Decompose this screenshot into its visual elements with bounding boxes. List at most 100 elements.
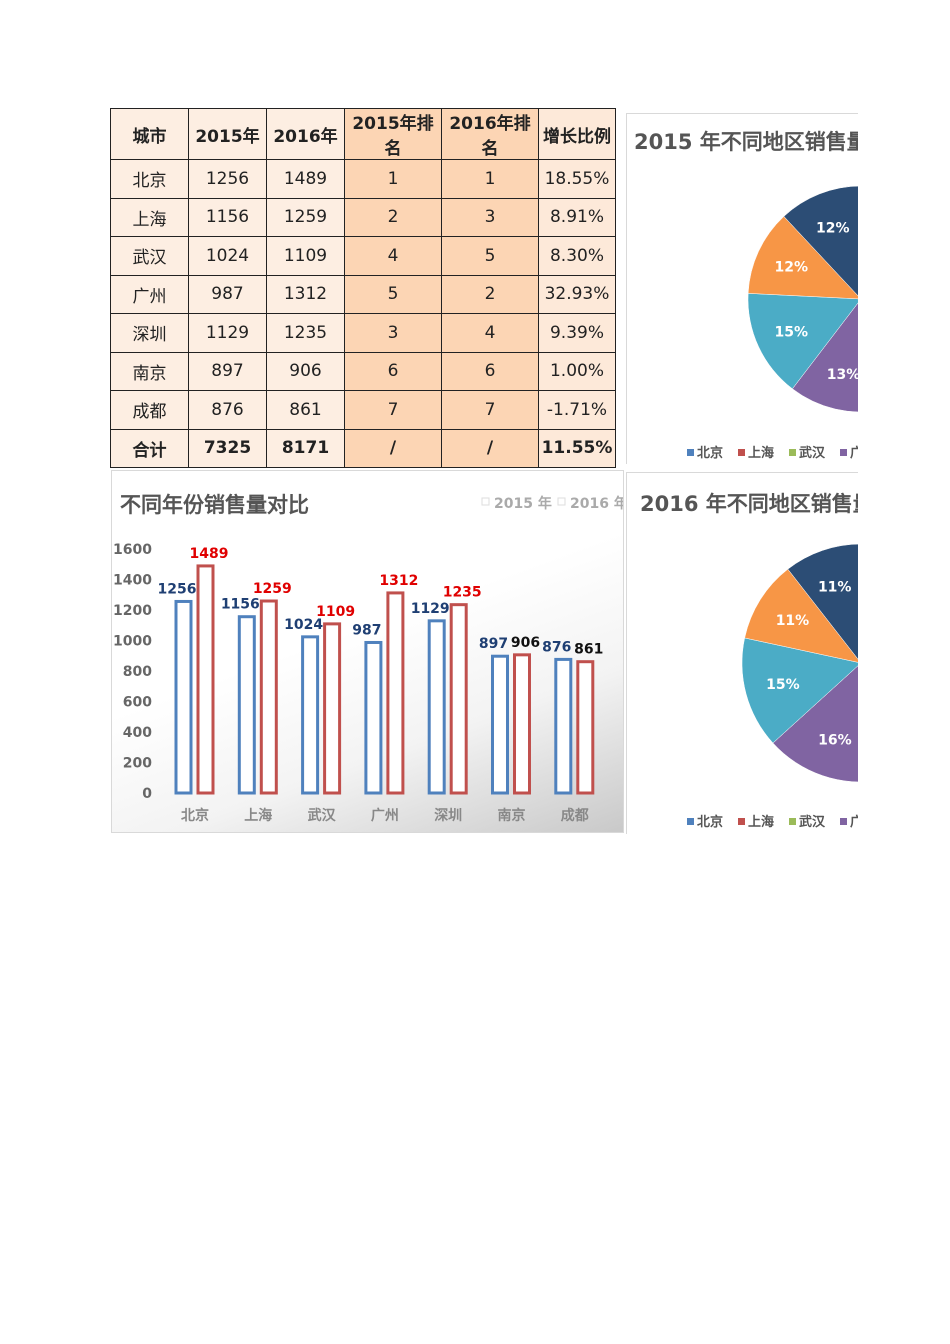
data-label: 861 bbox=[574, 642, 603, 658]
table-cell: 18.55% bbox=[538, 159, 616, 199]
table-cell: 861 bbox=[266, 390, 345, 430]
legend-label: 武汉 bbox=[799, 445, 826, 461]
bar bbox=[259, 599, 278, 795]
pie-slice bbox=[747, 216, 858, 300]
bar bbox=[513, 653, 531, 795]
table-cell: 9.39% bbox=[538, 313, 616, 353]
table-row: 广州 987 1312 5 2 32.93% bbox=[110, 274, 616, 314]
table-cell: 7325 bbox=[188, 428, 267, 468]
table-cell: 32.93% bbox=[538, 274, 616, 314]
table-cell: 广州 bbox=[110, 274, 189, 314]
table-cell: 8171 bbox=[266, 428, 345, 468]
table-cell: 1024 bbox=[188, 236, 267, 276]
table-cell: 2 bbox=[344, 197, 442, 237]
pie-slice bbox=[744, 568, 858, 663]
legend-label: 广 bbox=[850, 814, 858, 830]
bar bbox=[237, 615, 256, 795]
table-cell: 1 bbox=[441, 159, 539, 199]
table-cell: 11.55% bbox=[538, 428, 616, 468]
bar bbox=[491, 654, 509, 795]
sales-table: 城市 2015年 2016年 2015年排名 2016年排名 增长比例 北京 1256 1489… bbox=[110, 108, 616, 468]
legend-swatch bbox=[840, 449, 847, 456]
table-cell: 7 bbox=[441, 390, 539, 430]
bar bbox=[427, 619, 446, 795]
table-row: 武汉 1024 1109 4 5 8.30% bbox=[110, 236, 616, 276]
table-cell: 深圳 bbox=[110, 313, 189, 353]
table-cell: 南京 bbox=[110, 351, 189, 391]
bar bbox=[364, 640, 383, 795]
x-tick-label: 深圳 bbox=[434, 807, 462, 824]
table-cell: 2015年排名 bbox=[344, 108, 442, 160]
pie-2015-card: 2015 年不同地区销售量 17%16%14%13%15%12%12%北京上海武… bbox=[626, 113, 858, 464]
bar bbox=[196, 564, 215, 795]
bar bbox=[576, 660, 595, 795]
table-cell: 2 bbox=[441, 274, 539, 314]
table-cell: 3 bbox=[344, 313, 442, 353]
bar bbox=[449, 603, 468, 795]
data-label: 897 bbox=[479, 636, 508, 652]
table-cell: 2015年 bbox=[188, 108, 267, 160]
table-cell: 1.00% bbox=[538, 351, 616, 391]
table-total-row: 合计 7325 8171//11.55% bbox=[110, 428, 616, 468]
bar bbox=[174, 599, 193, 795]
slice-label: 11% bbox=[776, 613, 810, 629]
table-cell: 897 bbox=[188, 351, 267, 391]
table-cell: 成都 bbox=[110, 390, 189, 430]
pie-slice bbox=[787, 543, 858, 660]
legend-label: 北京 bbox=[697, 814, 723, 830]
table-cell: 增长比例 bbox=[538, 108, 616, 160]
table-cell: -1.71% bbox=[538, 390, 616, 430]
table-cell: 1235 bbox=[266, 313, 345, 353]
slice-label: 12% bbox=[816, 221, 850, 237]
table-cell: 3 bbox=[441, 197, 539, 237]
table-cell: 876 bbox=[188, 390, 267, 430]
pie-2015-title: 2015 年不同地区销售量 bbox=[634, 130, 858, 154]
table-cell: 1259 bbox=[266, 197, 345, 237]
bar bbox=[323, 622, 342, 795]
table-row: 北京 1256 1489 1 1 18.55% bbox=[110, 159, 616, 199]
table-row: 上海 1156 1259 2 3 8.91% bbox=[110, 197, 616, 237]
table-cell: 8.30% bbox=[538, 236, 616, 276]
table-cell: 城市 bbox=[110, 108, 189, 160]
legend-label: 上海 bbox=[748, 445, 774, 461]
x-tick-label: 北京 bbox=[181, 807, 209, 824]
table-cell: 2016年 bbox=[266, 108, 345, 160]
legend-swatch bbox=[840, 818, 847, 825]
table-header-row: 城市 2015年 2016年 2015年排名 2016年排名 增长比例 bbox=[110, 108, 616, 160]
legend-label: 武汉 bbox=[799, 814, 826, 830]
table-row: 南京 897 906 6 6 1.00% bbox=[110, 351, 616, 391]
slice-label: 15% bbox=[775, 324, 809, 340]
table-cell: 1312 bbox=[266, 274, 345, 314]
pie-2016-title: 2016 年不同地区销售量 bbox=[640, 492, 858, 516]
data-label: 1489 bbox=[190, 546, 229, 562]
legend-swatch bbox=[738, 818, 745, 825]
pie-2016-clip: 2016 年不同地区销售量 18%15%14%16%15%11%11%北京上海武… bbox=[626, 472, 858, 834]
table-cell: 906 bbox=[266, 351, 345, 391]
legend-swatch bbox=[789, 818, 796, 825]
legend-label: 上海 bbox=[748, 814, 774, 830]
table-cell: / bbox=[344, 428, 442, 468]
table-cell: 2016年排名 bbox=[441, 108, 539, 160]
pie-slice bbox=[772, 665, 858, 783]
legend-label: 广 bbox=[850, 445, 858, 461]
table-cell: 987 bbox=[188, 274, 267, 314]
y-tick-label: 600 bbox=[123, 695, 152, 711]
table-cell: 6 bbox=[344, 351, 442, 391]
data-label: 1259 bbox=[253, 581, 292, 597]
legend-swatch bbox=[687, 818, 694, 825]
pie-2016-card: 2016 年不同地区销售量 18%15%14%16%15%11%11%北京上海武… bbox=[626, 472, 858, 834]
table-row: 成都 876 861 7 7 -1.71% bbox=[110, 390, 616, 430]
bar-chart: 0 200 400 600 800 1000 1200 1400 1600 2015 年 2016 … bbox=[113, 495, 623, 824]
table-cell: 合计 bbox=[110, 428, 189, 468]
legend-swatch bbox=[789, 449, 796, 456]
table-cell: 1156 bbox=[188, 197, 267, 237]
table-cell: / bbox=[441, 428, 539, 468]
y-tick-label: 800 bbox=[123, 664, 152, 680]
data-label: 1235 bbox=[443, 585, 482, 601]
pie-slice bbox=[741, 637, 858, 744]
slice-label: 11% bbox=[818, 579, 852, 595]
table-cell: 上海 bbox=[110, 197, 189, 237]
table-cell: 6 bbox=[441, 351, 539, 391]
y-tick-label: 200 bbox=[123, 756, 152, 772]
